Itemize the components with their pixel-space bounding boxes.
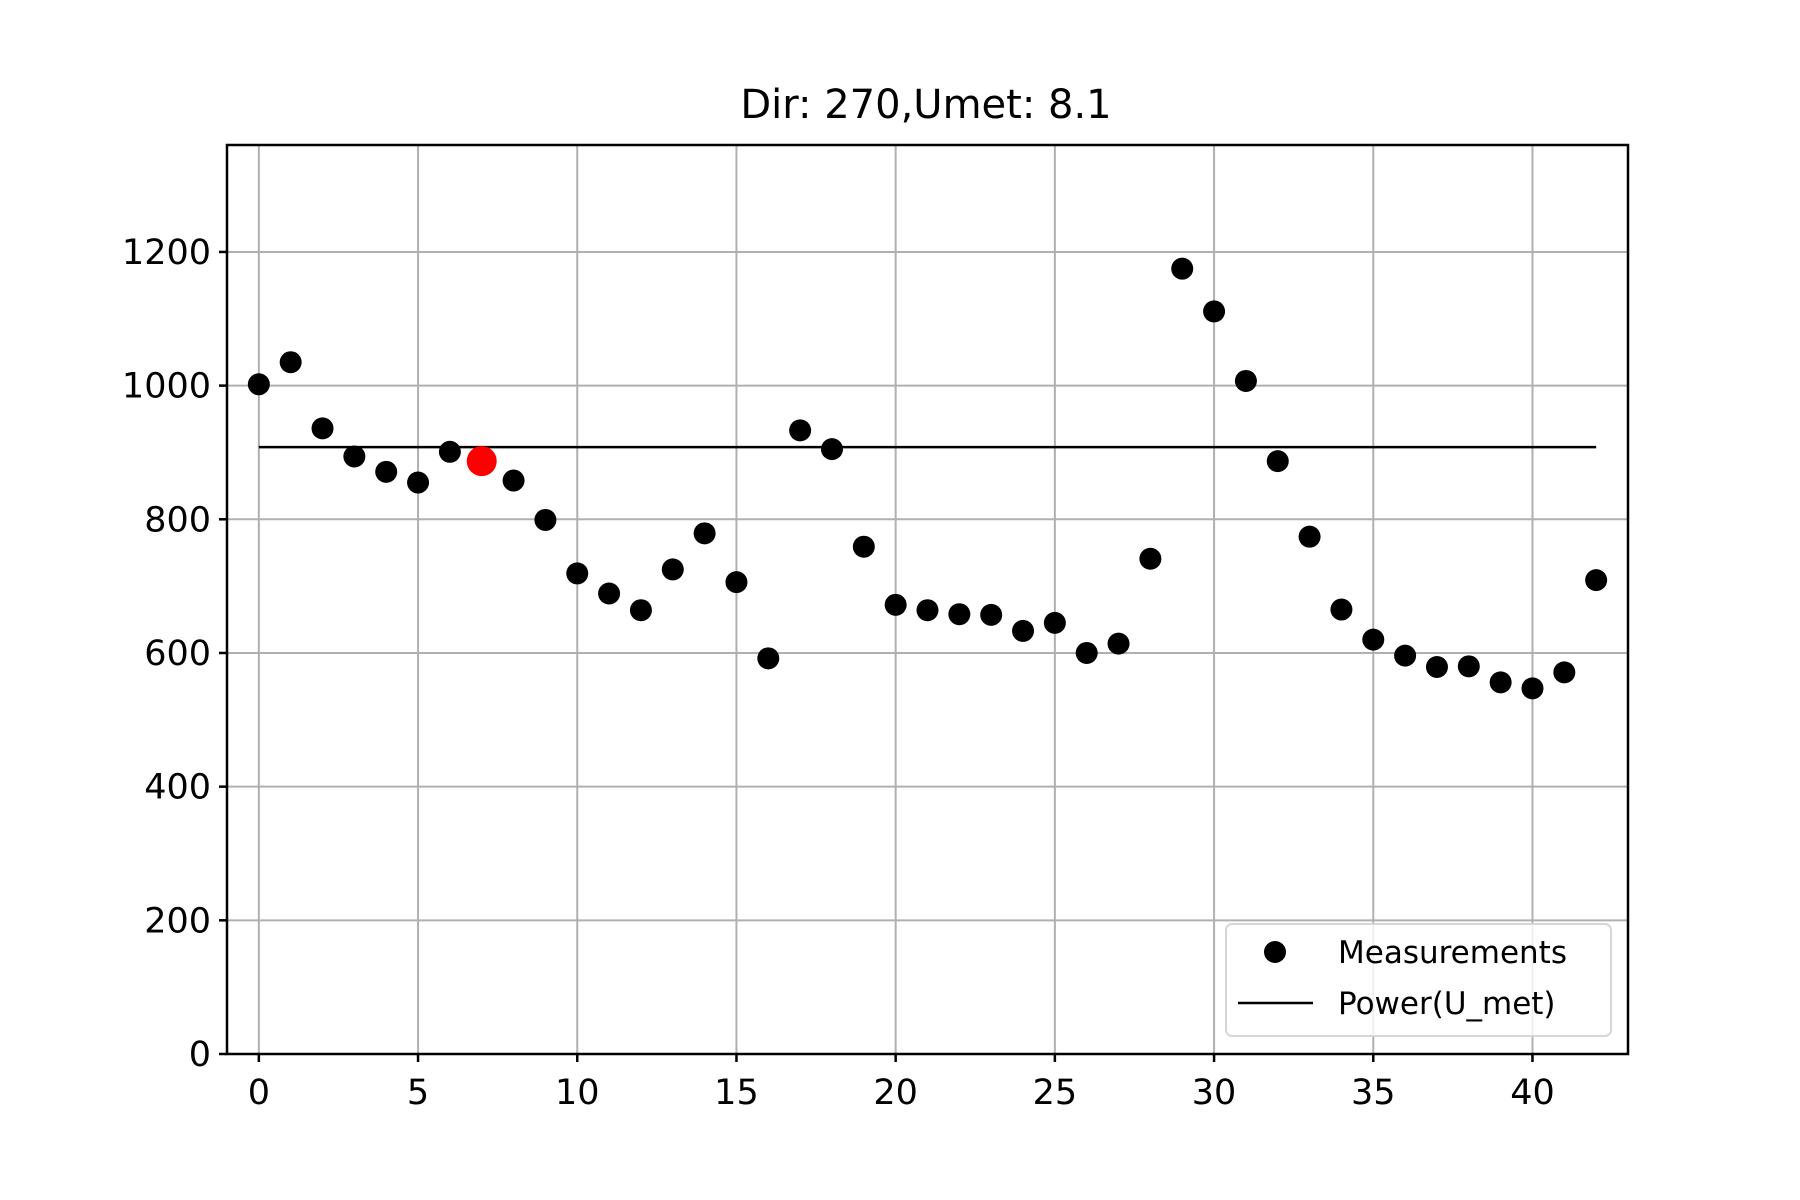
measurement-point	[343, 445, 366, 468]
measurement-point	[661, 558, 684, 581]
measurement-points	[247, 257, 1608, 700]
measurement-point	[1075, 641, 1098, 664]
measurement-point	[725, 571, 748, 594]
plot-frame	[225, 143, 1630, 1056]
measurement-point	[948, 603, 971, 626]
measurement-point	[1489, 671, 1512, 694]
measurement-point	[757, 647, 780, 670]
legend-label-power: Power(U_met)	[1338, 986, 1556, 1022]
measurement-point	[1266, 450, 1289, 473]
measurement-point	[1553, 661, 1576, 684]
x-tick-label: 35	[1351, 1073, 1396, 1113]
measurement-point	[438, 440, 461, 463]
y-tick-label: 1000	[122, 367, 211, 407]
measurement-point	[534, 508, 557, 531]
x-axis-ticks: 0 5 10 15 20 25 30 35 40	[248, 1054, 1555, 1113]
measurement-point	[1585, 569, 1608, 592]
legend-marker-measurements	[1264, 941, 1286, 963]
measurement-point	[884, 593, 907, 616]
y-tick-label: 1200	[122, 233, 211, 273]
measurement-point	[1457, 655, 1480, 678]
y-tick-label: 600	[144, 634, 211, 674]
measurement-point	[1139, 547, 1162, 570]
legend-label-measurements: Measurements	[1338, 935, 1567, 971]
measurement-point	[629, 599, 652, 622]
chart-title: Dir: 270,Umet: 8.1	[740, 82, 1111, 128]
x-tick-label: 25	[1033, 1073, 1078, 1113]
measurement-point	[916, 599, 939, 622]
x-tick-label: 5	[407, 1073, 429, 1113]
y-axis-ticks: 0 200 400 600 800 1000 1200	[122, 233, 227, 1075]
y-tick-label: 0	[189, 1035, 211, 1075]
measurement-point	[980, 603, 1003, 626]
measurement-point	[598, 582, 621, 605]
measurement-point	[1107, 632, 1130, 655]
y-tick-label: 800	[144, 500, 211, 540]
x-tick-label: 10	[555, 1073, 600, 1113]
measurement-point	[789, 419, 812, 442]
y-tick-label: 200	[144, 901, 211, 941]
legend-frame	[1225, 923, 1612, 1037]
legend: Measurements Power(U_met)	[1225, 923, 1612, 1037]
measurement-point	[1521, 677, 1544, 700]
measurement-point	[1043, 611, 1066, 634]
measurement-point	[1171, 257, 1194, 280]
x-tick-label: 15	[714, 1073, 759, 1113]
x-tick-label: 30	[1192, 1073, 1237, 1113]
y-tick-label: 400	[144, 768, 211, 808]
measurement-point	[311, 417, 334, 440]
highlighted-measurement-point	[466, 446, 497, 477]
measurement-point	[693, 522, 716, 545]
measurement-point	[852, 535, 875, 558]
measurement-point	[279, 351, 302, 374]
measurement-point	[820, 438, 843, 461]
measurement-point	[1362, 628, 1385, 651]
x-tick-label: 40	[1510, 1073, 1555, 1113]
measurement-point	[502, 469, 525, 492]
measurement-point	[375, 460, 398, 483]
measurement-point	[1234, 369, 1257, 392]
measurement-point	[1425, 656, 1448, 679]
x-tick-label: 0	[248, 1073, 270, 1113]
measurement-point	[247, 373, 270, 396]
measurement-point	[1330, 598, 1353, 621]
measurement-point	[407, 471, 430, 494]
x-tick-label: 20	[873, 1073, 918, 1113]
measurement-point	[1394, 644, 1417, 667]
measurement-point	[566, 562, 589, 585]
measurement-point	[1203, 300, 1226, 323]
measurement-point	[1298, 525, 1321, 548]
measurement-point	[1012, 619, 1035, 642]
